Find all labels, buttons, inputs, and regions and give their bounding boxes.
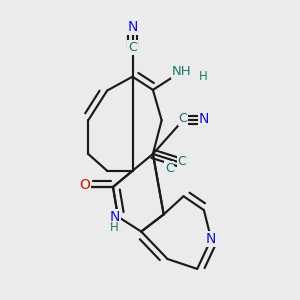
Text: H: H — [110, 221, 118, 234]
Text: NH: NH — [172, 65, 192, 78]
Text: N: N — [109, 210, 120, 224]
Text: C: C — [178, 112, 187, 125]
Text: N: N — [127, 20, 138, 34]
Text: O: O — [80, 178, 90, 192]
Text: N: N — [199, 112, 209, 125]
Text: N: N — [206, 232, 216, 246]
Text: C: C — [178, 155, 186, 168]
Text: C: C — [165, 162, 174, 175]
Text: H: H — [200, 70, 208, 83]
Text: C: C — [128, 41, 137, 54]
